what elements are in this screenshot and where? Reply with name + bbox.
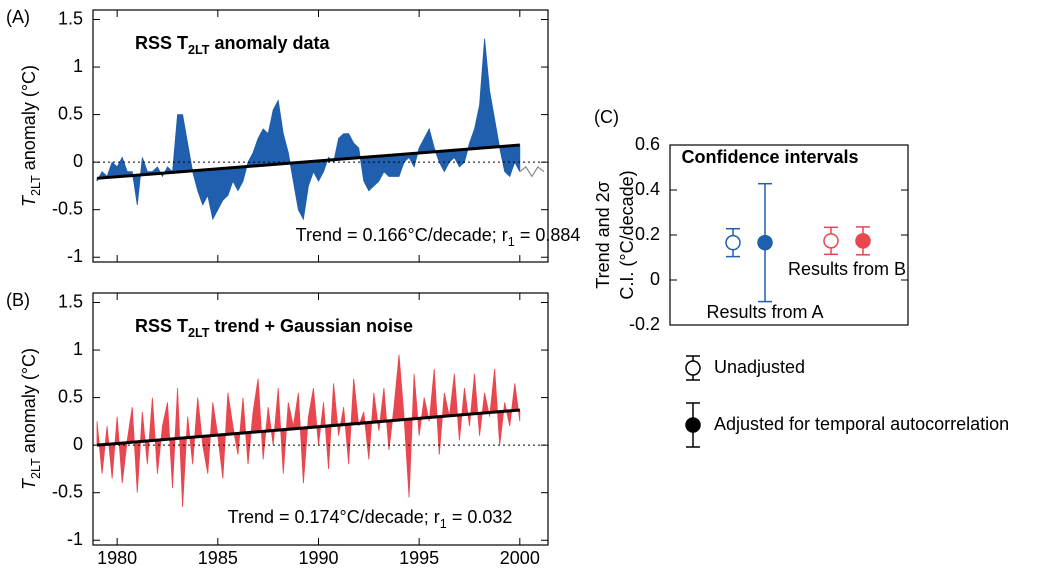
y-tick-label: 0 — [650, 269, 660, 289]
x-tick-label: 1980 — [97, 548, 137, 568]
anomaly-area — [96, 38, 521, 221]
text-part: RSS T — [135, 316, 188, 336]
panel-title: RSS T2LT trend + Gaussian noise — [135, 316, 413, 341]
y-tick-label: 0.5 — [58, 386, 83, 406]
x-tick-label: 1985 — [198, 548, 238, 568]
y-axis-label: T2LT anomaly (°C) — [19, 65, 44, 207]
text-part: trend + Gaussian noise — [209, 316, 413, 336]
trend-line — [96, 408, 520, 447]
panel-title: Confidence intervals — [681, 147, 858, 167]
x-tick-label: 1990 — [298, 548, 338, 568]
x-tick-label: 1995 — [399, 548, 439, 568]
y-tick-label: 0.4 — [635, 179, 660, 199]
point — [757, 234, 773, 251]
text-part: 2LT — [29, 458, 43, 479]
legend-marker — [685, 360, 701, 376]
plot-frame — [92, 292, 549, 546]
text-part: RSS T — [135, 33, 188, 53]
x-tick-label: 2000 — [500, 548, 540, 568]
y-tick-label: 1.5 — [58, 8, 83, 28]
text-part: = 0.884 — [515, 225, 581, 245]
panel-label: (B) — [6, 290, 30, 310]
y-axis-label: T2LT anomaly (°C) — [19, 348, 44, 490]
y-tick-label: -0.5 — [52, 481, 83, 501]
text-part: = 0.032 — [447, 507, 513, 527]
text-part: 2LT — [188, 43, 210, 57]
panel-title: RSS T2LT anomaly data — [135, 33, 331, 58]
text-part: Trend = 0.174°C/decade; r — [228, 507, 440, 527]
point — [855, 233, 871, 249]
y-tick-label: -0.5 — [52, 198, 83, 218]
point — [725, 234, 741, 251]
y-tick-label: 0 — [73, 434, 83, 454]
panel-label: (C) — [594, 107, 619, 127]
y-tick-label: -1 — [67, 246, 83, 266]
y-tick-label: 1 — [73, 56, 83, 76]
text-part: anomaly data — [209, 33, 330, 53]
point — [823, 233, 839, 249]
plot-frame — [669, 144, 909, 326]
panel-label: (A) — [6, 7, 30, 27]
y-tick-label: 0.6 — [635, 134, 660, 154]
text-part: T — [19, 477, 39, 490]
text-part: Trend = 0.166°C/decade; r — [296, 225, 508, 245]
y-tick-label: -1 — [67, 529, 83, 549]
legend-label: Unadjusted — [714, 357, 805, 377]
series-line — [519, 166, 545, 178]
y-axis-label: Trend and 2σ — [593, 181, 613, 289]
y-tick-label: -0.2 — [629, 314, 660, 334]
group-label: Results from B — [788, 259, 906, 279]
text-part: 1 — [508, 235, 515, 249]
y-tick-label: 0 — [73, 151, 83, 171]
text-part: T — [19, 194, 39, 207]
y-tick-label: 0.5 — [58, 103, 83, 123]
y-tick-label: 1 — [73, 339, 83, 359]
y-axis-label: C.I. (°C/decade) — [617, 170, 637, 299]
text-part: 1 — [440, 517, 447, 531]
y-tick-label: 0.2 — [635, 224, 660, 244]
group-label: Results from A — [706, 302, 823, 322]
annotation: Trend = 0.166°C/decade; r1 = 0.884 — [296, 225, 581, 250]
plot-frame — [92, 9, 549, 263]
annotation: Trend = 0.174°C/decade; r1 = 0.032 — [228, 507, 513, 532]
text-part: 2LT — [29, 175, 43, 196]
y-tick-label: 1.5 — [58, 291, 83, 311]
text-part: anomaly (°C) — [19, 65, 39, 175]
text-part: anomaly (°C) — [19, 348, 39, 458]
anomaly-area — [96, 354, 521, 507]
legend-label: Adjusted for temporal autocorrelation — [714, 414, 1009, 434]
legend-marker — [685, 417, 701, 433]
text-part: 2LT — [188, 326, 210, 340]
